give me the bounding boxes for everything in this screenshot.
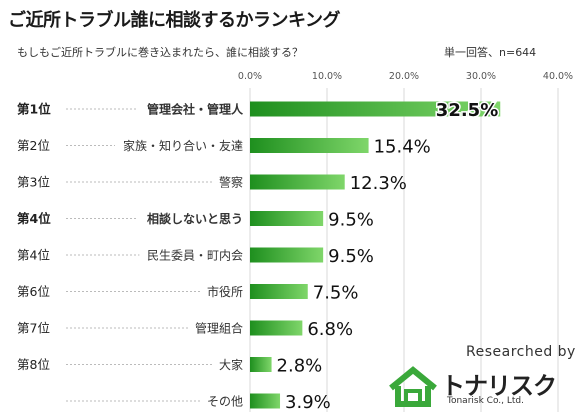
- chart-row: 第3位 警察 12.3%: [17, 173, 407, 194]
- bar: [250, 138, 369, 153]
- rank-label: 第3位: [17, 175, 50, 190]
- sample-note: 単一回答、n=644: [444, 46, 537, 59]
- value-label: 9.5%: [328, 246, 374, 267]
- chart-row: 第2位 家族・知り合い・友達 15.4%: [17, 137, 431, 158]
- category-label: 相談しないと思う: [147, 211, 243, 226]
- x-tick-label: 20.0%: [389, 71, 419, 82]
- category-label: 管理組合: [195, 321, 243, 336]
- bar: [250, 284, 308, 299]
- bar: [250, 357, 272, 372]
- value-label: 7.5%: [313, 283, 359, 304]
- company-logo: トナリスク Tonarisk Co., Ltd.: [387, 364, 577, 412]
- logo-name: トナリスク: [441, 372, 557, 400]
- value-label: 32.5%: [436, 100, 498, 121]
- chart-row: 第8位 大家 2.8%: [17, 356, 322, 377]
- category-label: 家族・知り合い・友達: [123, 138, 243, 153]
- rank-label: 第6位: [17, 284, 50, 299]
- category-label: 管理会社・管理人: [147, 102, 244, 117]
- rank-label: 第1位: [17, 102, 51, 117]
- x-tick-labels: 0.0% 10.0% 20.0% 30.0% 40.0%: [238, 71, 573, 82]
- value-label: 2.8%: [277, 356, 323, 377]
- chart-title: ご近所トラブル誰に相談するかランキング: [8, 10, 340, 31]
- logo-subtitle: Tonarisk Co., Ltd.: [447, 396, 524, 406]
- value-label: 12.3%: [350, 173, 407, 194]
- rank-label: 第7位: [17, 321, 50, 336]
- value-label: 6.8%: [307, 319, 353, 340]
- chart-row: 第4位 相談しないと思う 9.5%: [17, 210, 374, 231]
- bar: [250, 101, 501, 117]
- chart-row: 第7位 管理組合 6.8%: [17, 319, 353, 340]
- chart-row: 第4位 民生委員・町内会 9.5%: [17, 246, 374, 267]
- bar: [250, 174, 345, 190]
- category-label: その他: [207, 395, 243, 409]
- bar: [250, 320, 303, 336]
- bar: [250, 247, 324, 263]
- chart-subtitle: もしもご近所トラブルに巻き込まれたら、誰に相談する？: [17, 46, 303, 59]
- house-logo-icon: [389, 366, 437, 407]
- category-label: 大家: [219, 357, 243, 372]
- x-tick-label: 10.0%: [312, 71, 342, 82]
- chart-rows: 第1位 管理会社・管理人 32.5% 第2位 家族・知り合い・友達 15.4% 第3位 警察 1…: [17, 99, 501, 413]
- rank-label: 第8位: [17, 357, 50, 372]
- chart-row: その他 3.9%: [66, 392, 331, 413]
- value-label: 9.5%: [328, 210, 374, 231]
- rank-label: 第2位: [17, 138, 50, 153]
- bar: [250, 211, 324, 226]
- bar: [250, 393, 281, 409]
- rank-label: 第4位: [17, 211, 51, 226]
- rank-label: 第4位: [17, 248, 50, 263]
- x-tick-label: 30.0%: [466, 71, 496, 82]
- category-label: 警察: [219, 175, 243, 190]
- category-label: 市役所: [207, 284, 243, 299]
- x-tick-label: 0.0%: [238, 71, 262, 82]
- researched-by-text: Researched by: [466, 344, 576, 360]
- chart-row: 第1位 管理会社・管理人 32.5%: [17, 99, 501, 123]
- value-label: 3.9%: [285, 392, 331, 413]
- x-tick-label: 40.0%: [543, 71, 573, 82]
- value-label: 15.4%: [374, 137, 431, 158]
- category-label: 民生委員・町内会: [147, 249, 243, 263]
- chart-row: 第6位 市役所 7.5%: [17, 283, 358, 304]
